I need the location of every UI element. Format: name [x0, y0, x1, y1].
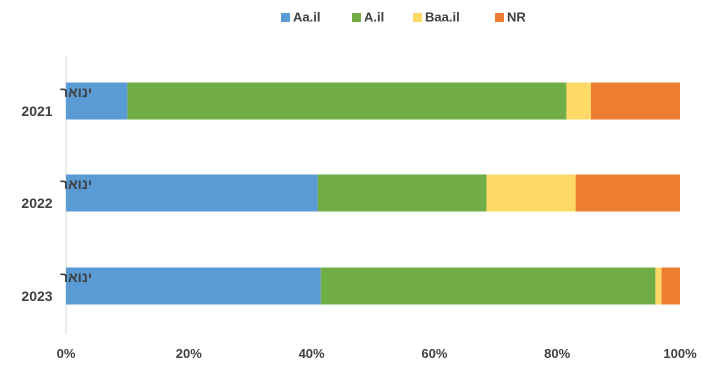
y-label-month: ינואר: [60, 176, 92, 192]
legend: Aa.il A.il Baa.il NR: [281, 10, 526, 25]
legend-label: A.il: [364, 10, 384, 25]
bar-2023-a-il: [320, 267, 656, 305]
bar-2021-aa-il: [66, 82, 128, 120]
bar-2023-nr: [661, 267, 680, 305]
bar-2021-a-il: [127, 82, 567, 120]
x-tick-label: 60%: [421, 346, 447, 361]
bar-2021-baa-il: [566, 82, 591, 120]
y-axis-labels: ינואר 2021 ינואר 2022 ינואר 2023: [21, 84, 92, 304]
y-label-year: 2021: [21, 103, 52, 119]
legend-label: NR: [507, 10, 526, 25]
legend-swatch-nr: [495, 13, 504, 22]
bar-2023-aa-il: [66, 267, 321, 305]
legend-swatch-aa-il: [281, 13, 290, 22]
y-label-month: ינואר: [60, 84, 92, 100]
x-tick-label: 80%: [544, 346, 570, 361]
y-label-month: ינואר: [60, 269, 92, 285]
bar-2022-aa-il: [66, 174, 318, 212]
legend-label: Baa.il: [425, 10, 460, 25]
x-tick-label: 40%: [299, 346, 325, 361]
legend-swatch-baa-il: [413, 13, 422, 22]
y-label-year: 2023: [21, 288, 52, 304]
x-tick-label: 0%: [57, 346, 76, 361]
bar-2022-a-il: [317, 174, 487, 212]
legend-swatch-a-il: [352, 13, 361, 22]
bars: [66, 82, 680, 305]
x-tick-label: 100%: [663, 346, 697, 361]
y-label-year: 2022: [21, 195, 52, 211]
x-axis-ticks: 0% 20% 40% 60% 80% 100%: [57, 346, 697, 361]
bar-2023-baa-il: [655, 267, 662, 305]
bar-2021-nr: [590, 82, 680, 120]
bar-2022-baa-il: [486, 174, 576, 212]
x-tick-label: 20%: [176, 346, 202, 361]
bar-2022-nr: [575, 174, 680, 212]
legend-label: Aa.il: [293, 10, 320, 25]
